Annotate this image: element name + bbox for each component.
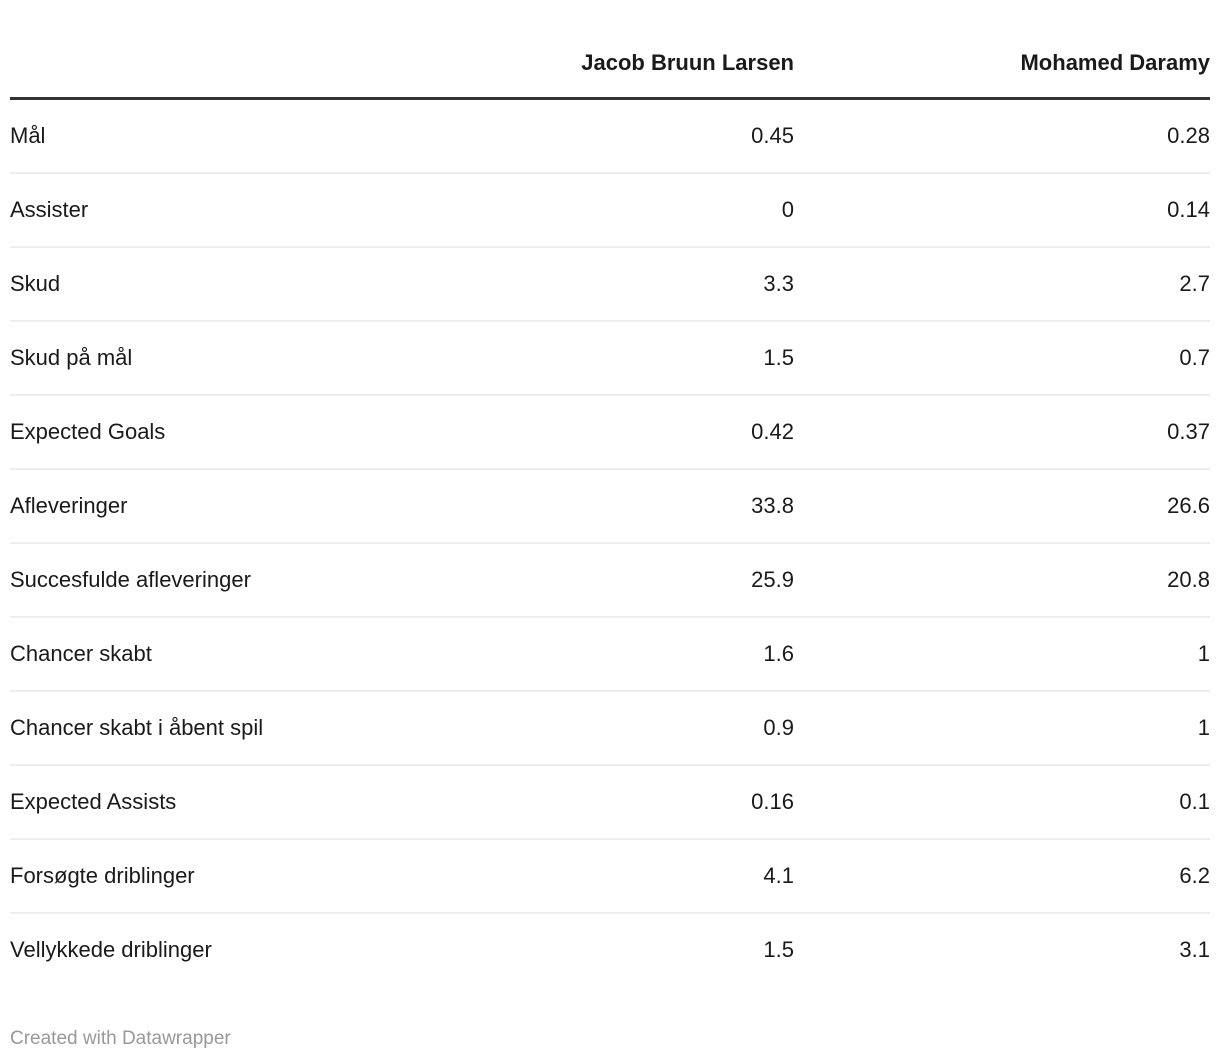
table-row: Chancer skabt 1.6 1: [10, 617, 1210, 692]
stat-value-player-2: 1: [794, 691, 1210, 766]
stat-value-player-2: 0.14: [794, 173, 1210, 248]
table-row: Forsøgte driblinger 4.1 6.2: [10, 839, 1210, 914]
stat-label: Forsøgte driblinger: [10, 839, 494, 914]
stat-label: Skud: [10, 247, 494, 322]
header-empty-cell: [10, 0, 494, 100]
stat-value-player-1: 1.5: [763, 937, 794, 962]
table-row: Chancer skabt i åbent spil 0.9 1: [10, 691, 1210, 766]
stat-value-player-1: 0.9: [494, 691, 794, 766]
stat-value-player-1: 1.5: [494, 321, 794, 396]
stat-value-player-2: 0.37: [794, 395, 1210, 470]
stat-label: Mål: [10, 98, 494, 174]
stat-label: Expected Assists: [10, 765, 494, 840]
table-row: Afleveringer 33.8 26.6: [10, 469, 1210, 544]
stat-value-player-1: 0: [494, 173, 794, 248]
stat-value-player-2: 0.28: [794, 98, 1210, 174]
stat-value-player-1: 0.42: [494, 395, 794, 470]
stat-value-player-2: 0.1: [794, 765, 1210, 840]
stat-value-player-2: 26.6: [794, 469, 1210, 544]
stat-value-player-1: 0.45: [494, 98, 794, 174]
stat-label: Afleveringer: [10, 469, 494, 544]
comparison-table: Jacob Bruun Larsen Mohamed Daramy Mål 0.…: [10, 0, 1210, 986]
stat-label: Assister: [10, 173, 494, 248]
header-player-1: Jacob Bruun Larsen: [494, 0, 794, 100]
stat-value-player-1: 25.9: [494, 543, 794, 618]
stat-value-player-2: 20.8: [794, 543, 1210, 618]
stat-value-player-1: 0.16: [494, 765, 794, 840]
stat-value-player-1: 33.8: [494, 469, 794, 544]
stat-label: Chancer skabt i åbent spil: [10, 691, 494, 766]
stat-label: Skud på mål: [10, 321, 494, 396]
stat-value-player-2: 6.2: [794, 839, 1210, 914]
stat-value-player-2: 1: [794, 617, 1210, 692]
stat-value-player-2: 0.7: [794, 321, 1210, 396]
stat-label: Succesfulde afleveringer: [10, 543, 494, 618]
table-row: Mål 0.45 0.28: [10, 98, 1210, 174]
attribution: Created with Datawrapper: [10, 1028, 1210, 1050]
stat-value-player-1: 3.3: [494, 247, 794, 322]
table-row: Expected Assists 0.16 0.1: [10, 765, 1210, 840]
stat-value-player-1: 1.6: [494, 617, 794, 692]
table-row: Vellykkede driblinger 1.5 3.1: [10, 913, 1210, 986]
table-row: Skud 3.3 2.7: [10, 247, 1210, 322]
header-player-2: Mohamed Daramy: [794, 0, 1210, 100]
table-row: Assister 0 0.14: [10, 173, 1210, 248]
stat-label: Chancer skabt: [10, 617, 494, 692]
table-row: Skud på mål 1.5 0.7: [10, 321, 1210, 396]
attribution-link[interactable]: Created with Datawrapper: [10, 1028, 231, 1049]
stat-value-player-1: 4.1: [494, 839, 794, 914]
header-row: Jacob Bruun Larsen Mohamed Daramy: [10, 0, 1210, 100]
table-row: Succesfulde afleveringer 25.9 20.8: [10, 543, 1210, 618]
stat-value-player-2: 2.7: [794, 247, 1210, 322]
stat-label: Expected Goals: [10, 395, 494, 470]
table-row: Expected Goals 0.42 0.37: [10, 395, 1210, 470]
stat-value-player-2: 3.1: [1179, 937, 1210, 962]
stat-label: Vellykkede driblinger: [10, 937, 212, 962]
